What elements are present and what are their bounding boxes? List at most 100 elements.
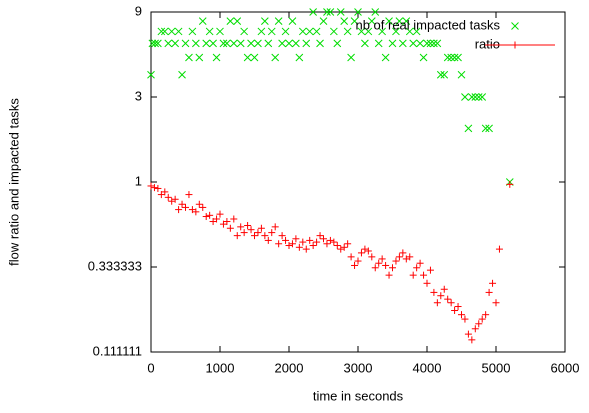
x-axis-label: time in seconds xyxy=(313,388,404,403)
data-point-stroke xyxy=(271,53,280,62)
data-point-stroke xyxy=(288,17,297,25)
data-point-stroke xyxy=(257,27,266,36)
data-point-stroke xyxy=(167,27,176,36)
data-point xyxy=(313,238,321,246)
data-point xyxy=(399,249,407,257)
data-point xyxy=(319,17,328,25)
data-point xyxy=(250,53,259,62)
data-point xyxy=(371,264,379,272)
data-point xyxy=(336,8,345,16)
data-point xyxy=(395,253,403,261)
data-point xyxy=(402,17,411,25)
y-tick-label: 0.111111 xyxy=(93,343,142,358)
data-point-stroke xyxy=(440,70,449,79)
data-point-stroke xyxy=(243,53,252,62)
data-point xyxy=(275,240,283,248)
data-point xyxy=(175,206,183,214)
data-point xyxy=(316,232,324,240)
data-point-stroke xyxy=(292,39,300,48)
data-point-stroke xyxy=(430,39,438,48)
data-point xyxy=(378,27,387,36)
data-point xyxy=(178,70,186,79)
data-point xyxy=(260,17,269,25)
data-point xyxy=(264,39,273,48)
data-point xyxy=(420,271,428,279)
data-point xyxy=(240,27,249,36)
data-point xyxy=(388,39,397,48)
data-point xyxy=(467,93,476,101)
data-point xyxy=(285,242,293,250)
data-point xyxy=(368,253,376,261)
data-point xyxy=(278,39,286,48)
data-point xyxy=(489,279,497,287)
data-point-stroke xyxy=(312,27,321,36)
data-point-stroke xyxy=(147,70,155,79)
data-point xyxy=(223,39,231,48)
data-point xyxy=(409,39,418,48)
data-point-stroke xyxy=(354,8,362,16)
data-point xyxy=(299,238,307,246)
data-point xyxy=(167,27,176,36)
y-tick-label: 1 xyxy=(135,173,142,188)
data-point xyxy=(433,299,441,307)
data-point xyxy=(354,8,362,16)
data-point xyxy=(416,39,424,48)
data-point xyxy=(454,303,462,311)
data-point xyxy=(326,8,335,16)
data-point xyxy=(385,271,393,279)
data-point xyxy=(482,311,490,319)
data-point-stroke xyxy=(260,17,269,25)
data-point-stroke xyxy=(298,27,307,36)
data-point-stroke xyxy=(157,27,166,36)
data-point xyxy=(306,236,314,244)
data-point xyxy=(226,17,235,25)
data-point-stroke xyxy=(457,70,466,79)
data-point-stroke xyxy=(285,39,293,48)
data-point-stroke xyxy=(402,17,411,25)
data-point xyxy=(195,200,203,208)
data-point-stroke xyxy=(223,39,231,48)
data-point-stroke xyxy=(198,17,207,25)
data-point xyxy=(361,39,369,48)
data-point xyxy=(357,249,365,257)
data-point xyxy=(271,223,279,231)
data-point-stroke xyxy=(447,53,456,62)
data-point xyxy=(240,229,248,237)
data-point xyxy=(437,292,445,300)
data-point xyxy=(471,325,479,333)
data-point xyxy=(344,240,352,248)
data-point xyxy=(233,17,242,25)
data-point-stroke xyxy=(216,27,224,36)
data-point-stroke xyxy=(340,17,349,25)
data-point-stroke xyxy=(254,39,262,48)
data-point xyxy=(212,53,221,62)
data-point xyxy=(257,27,266,36)
data-point-stroke xyxy=(247,39,255,48)
data-point xyxy=(333,39,342,48)
data-point xyxy=(354,257,362,265)
data-point-stroke xyxy=(436,70,445,79)
data-point xyxy=(458,311,465,319)
data-point-stroke xyxy=(412,27,421,36)
data-point xyxy=(226,224,234,232)
data-point-stroke xyxy=(185,53,193,62)
data-point xyxy=(333,242,341,250)
data-point xyxy=(230,215,238,223)
data-point-stroke xyxy=(181,39,190,48)
data-point-stroke xyxy=(302,39,311,48)
data-point xyxy=(254,229,262,237)
legend-marker xyxy=(511,41,519,49)
data-point xyxy=(282,236,290,244)
data-point xyxy=(461,315,469,323)
data-point-stroke xyxy=(374,39,383,48)
data-point-stroke xyxy=(164,39,173,48)
data-point-stroke xyxy=(416,39,424,48)
data-point xyxy=(267,27,276,36)
legend-label: nb of real impacted tasks xyxy=(355,17,500,32)
data-point xyxy=(302,39,311,48)
data-point-stroke xyxy=(381,53,390,62)
data-point xyxy=(367,17,376,25)
data-point xyxy=(495,245,503,253)
data-point xyxy=(305,27,314,36)
data-point xyxy=(309,8,318,16)
